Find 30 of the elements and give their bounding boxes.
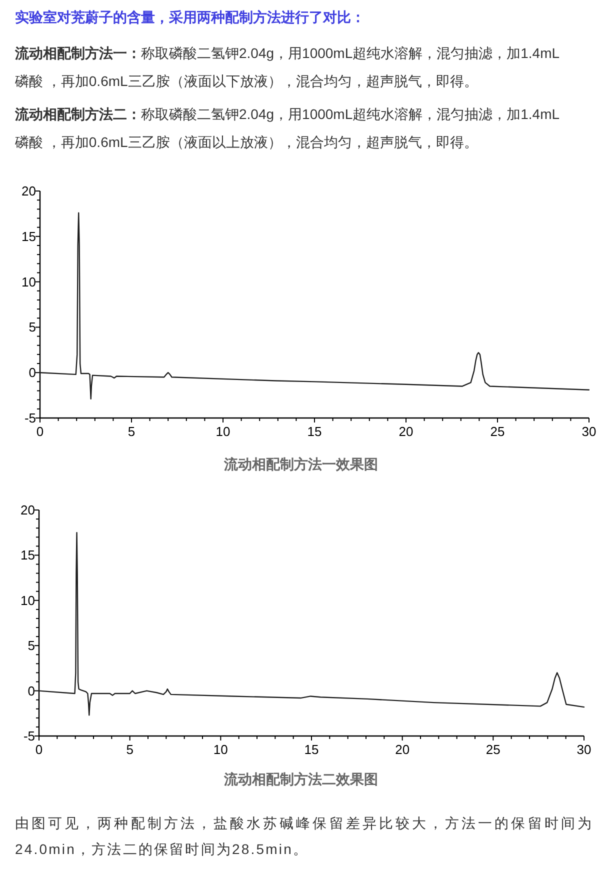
y-tick-label: 15 — [20, 548, 35, 563]
y-tick-label: 0 — [28, 365, 36, 380]
text: 流动相配制方法一：称取磷酸二氢钾2.04g，用1000mL超纯水溶解，混匀抽滤，加1.4mL磷酸 ，再加0.6mL三乙胺（液面以下放液），混合均匀，超声脱气，即得。 — [15, 44, 561, 91]
x-tick-label: 25 — [490, 424, 505, 439]
y-tick-label: 5 — [28, 320, 36, 335]
y-tick-label: 0 — [28, 683, 35, 698]
y-tick-label: -5 — [23, 728, 35, 744]
text: 由图可见，两种配制方法，盐酸水苏碱峰保留差异比较大，方法一的保留时间为24.0min，方法二的保留时间为28.5min。 — [15, 814, 593, 859]
title: 流动相配制方法一效果图 — [224, 456, 378, 472]
x-tick-label: 25 — [486, 742, 500, 757]
text: 流动相配制方法二：称取磷酸二氢钾2.04g，用1000mL超纯水溶解，混匀抽滤，加1.4mL磷酸 ，再加0.6mL三乙胺（液面以上放液），混合均匀，超声脱气，即得。 — [15, 105, 561, 152]
y-tick-label: 10 — [20, 592, 35, 608]
x-tick-label: 20 — [398, 424, 414, 439]
x-tick-label: 30 — [576, 742, 592, 757]
text: 实验室对茺蔚子的含量，采用两种配制方法进行了对比： — [15, 8, 366, 27]
y-tick-label: 5 — [28, 638, 35, 654]
x-tick-label: 15 — [304, 742, 319, 757]
x-tick-label: 10 — [213, 742, 228, 757]
title: 流动相配制方法二效果图 — [224, 771, 378, 787]
x-tick-label: 30 — [582, 424, 596, 439]
y-tick-label: 10 — [22, 274, 36, 290]
x-tick-label: 20 — [395, 742, 410, 757]
y-tick-label: -5 — [24, 410, 36, 426]
y-tick-label: 15 — [22, 228, 36, 244]
y-tick-label: 20 — [20, 502, 35, 518]
x-tick-label: 5 — [126, 742, 134, 757]
y-tick-label: 20 — [22, 184, 36, 198]
x-tick-label: 15 — [307, 424, 322, 439]
x-tick-label: 10 — [216, 424, 230, 439]
x-tick-label: 5 — [128, 424, 136, 439]
